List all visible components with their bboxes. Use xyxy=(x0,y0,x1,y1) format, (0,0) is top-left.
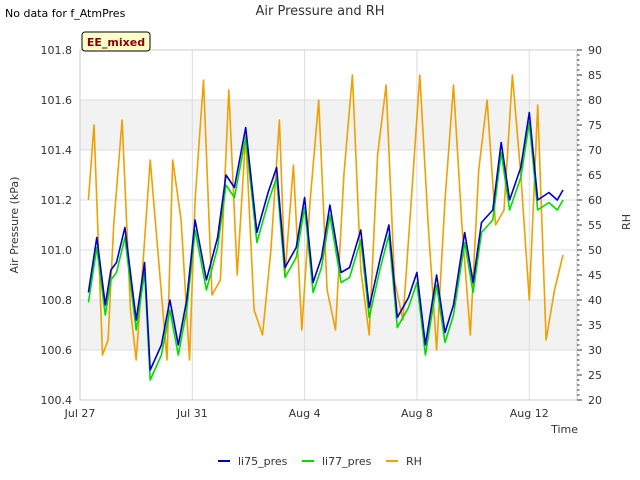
x-tick-label: Jul 27 xyxy=(64,407,96,420)
y2-tick-label: 85 xyxy=(588,69,602,82)
y2-tick-label: 20 xyxy=(588,394,602,407)
y-tick-label: 101.4 xyxy=(41,144,73,157)
right-axis-ticks: 20 25 30 35 40 45 50 55 60 65 70 75 80 85 90 xyxy=(577,44,602,407)
y-tick-label: 100.8 xyxy=(41,294,73,307)
y-tick-label: 101.0 xyxy=(41,244,73,257)
series-lines xyxy=(87,74,564,381)
y2-tick-label: 65 xyxy=(588,169,602,182)
x-tick-label: Aug 12 xyxy=(510,407,549,420)
y2-tick-label: 55 xyxy=(588,219,602,232)
y2-tick-label: 75 xyxy=(588,119,602,132)
chart-title: Air Pressure and RH xyxy=(255,4,384,19)
y2-tick-label: 70 xyxy=(588,144,602,157)
y2-axis-label: RH xyxy=(620,214,633,230)
y-tick-label: 101.6 xyxy=(41,94,73,107)
x-tick-label: Aug 8 xyxy=(401,407,433,420)
series-line-li75-pres xyxy=(87,111,564,371)
series-line-li77-pres xyxy=(87,121,564,381)
y2-tick-label: 40 xyxy=(588,294,602,307)
x-tick-label: Jul 31 xyxy=(176,407,208,420)
x-axis-label: Time xyxy=(550,423,578,436)
y-tick-label: 101.2 xyxy=(41,194,73,207)
y2-tick-label: 60 xyxy=(588,194,602,207)
y-tick-label: 100.4 xyxy=(41,394,73,407)
legend: li75_pres li77_pres RH xyxy=(218,455,422,468)
background-band xyxy=(80,300,577,350)
y2-tick-label: 30 xyxy=(588,344,602,357)
badge-label: EE_mixed xyxy=(87,36,145,49)
left-axis-ticks: 100.4 100.6 100.8 101.0 101.2 101.4 101.6 101.8 xyxy=(41,44,73,407)
background-band xyxy=(80,100,577,150)
x-tick-label: Aug 4 xyxy=(289,407,321,420)
y-axis-label: Air Pressure (kPa) xyxy=(8,177,21,274)
y2-tick-label: 35 xyxy=(588,319,602,332)
x-axis-ticks: Jul 27 Jul 31 Aug 4 Aug 8 Aug 12 xyxy=(64,407,549,420)
y2-tick-label: 25 xyxy=(588,369,602,382)
y-tick-label: 101.8 xyxy=(41,44,73,57)
y2-tick-label: 80 xyxy=(588,94,602,107)
series-line-rh xyxy=(87,74,564,361)
legend-label: li75_pres xyxy=(238,455,288,468)
legend-label: RH xyxy=(406,455,422,468)
ee-mixed-badge: EE_mixed xyxy=(81,31,151,52)
y2-tick-label: 45 xyxy=(588,269,602,282)
y2-tick-label: 90 xyxy=(588,44,602,57)
legend-label: li77_pres xyxy=(322,455,372,468)
y-tick-label: 100.6 xyxy=(41,344,73,357)
y2-tick-label: 50 xyxy=(588,244,602,257)
nodata-note: No data for f_AtmPres xyxy=(5,7,126,20)
